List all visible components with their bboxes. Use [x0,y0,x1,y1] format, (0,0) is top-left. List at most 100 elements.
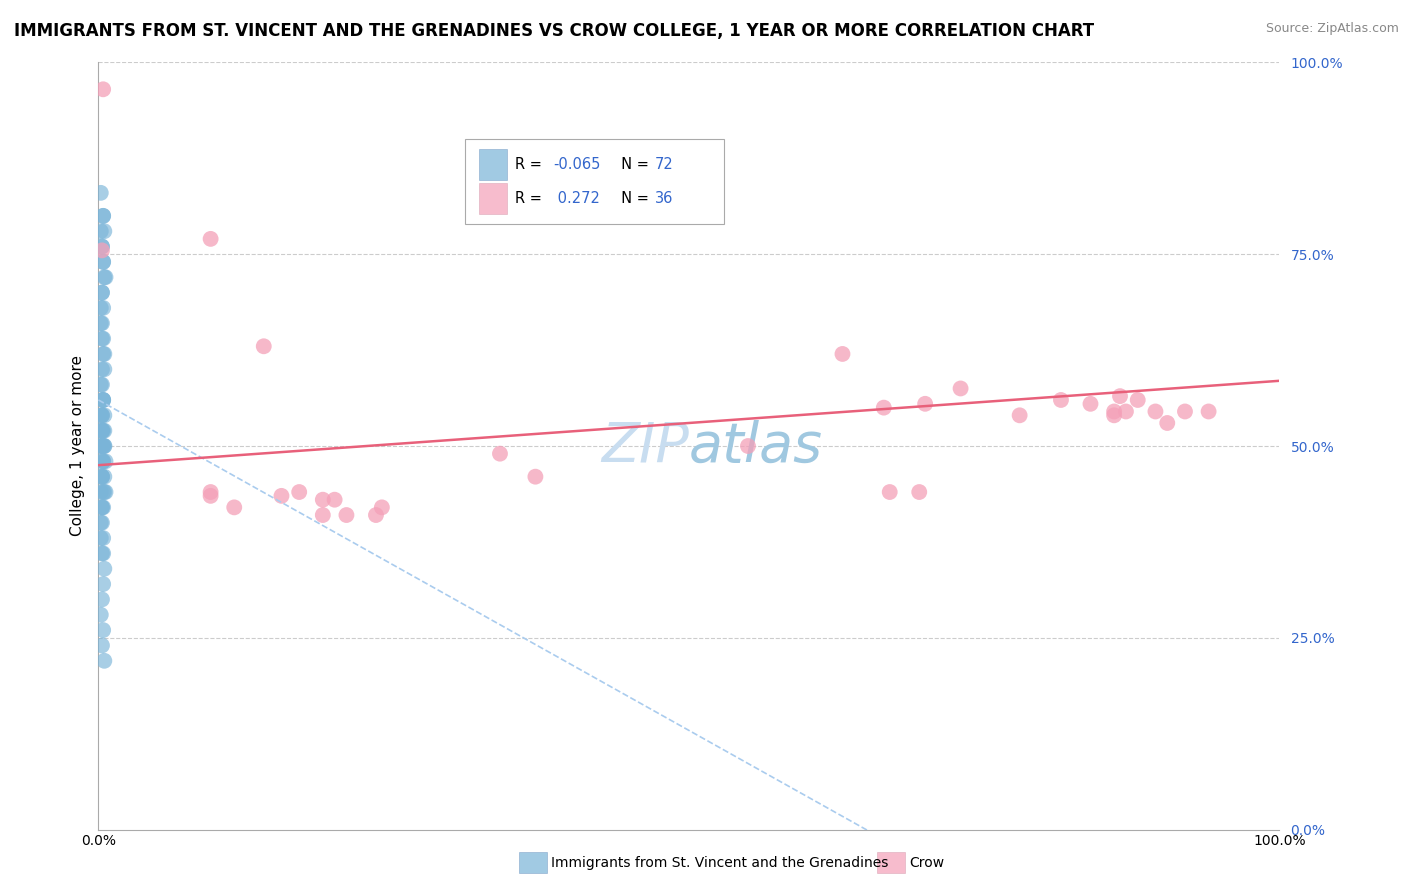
Point [1126,392,1149,407]
Point [1008,409,1031,423]
Point [91,639,114,653]
Point [90,516,112,530]
Point [91,439,114,453]
Point [253,339,276,353]
Text: Crow: Crow [910,855,945,870]
Point [323,492,346,507]
Point [91,409,114,423]
Y-axis label: College, 1 year or more: College, 1 year or more [69,356,84,536]
Text: 0.272: 0.272 [553,191,600,206]
Point [91,332,114,346]
Point [90,607,112,622]
Point [91,424,114,438]
Point [91,82,114,96]
Point [831,347,853,361]
Point [524,469,547,483]
Point [200,489,222,503]
Point [91,469,114,483]
Point [873,401,896,415]
Point [93,424,115,438]
Text: R =: R = [516,157,547,172]
Point [93,224,115,238]
Point [1144,404,1167,418]
Point [91,301,114,315]
Point [91,424,114,438]
Text: 72: 72 [655,157,673,172]
Point [91,409,114,423]
Point [91,332,114,346]
Point [1080,397,1102,411]
Point [1198,404,1220,418]
Point [94,454,117,468]
Point [364,508,387,522]
Point [91,546,114,560]
Point [94,270,117,285]
Point [91,469,114,483]
Point [90,439,112,453]
Point [224,500,246,515]
Point [93,562,115,576]
Point [91,516,114,530]
Point [91,623,114,637]
Text: ZIP: ZIP [602,419,689,473]
Point [93,347,115,361]
Point [91,392,114,407]
Point [1102,409,1125,423]
Text: atlas: atlas [689,419,823,473]
Point [914,397,936,411]
Point [1050,392,1073,407]
Point [91,392,114,407]
Point [91,439,114,453]
Point [879,485,901,500]
Point [1174,404,1197,418]
Point [90,316,112,330]
FancyBboxPatch shape [478,183,508,213]
Point [91,377,114,392]
Point [91,469,114,483]
Point [91,500,114,515]
Point [91,454,114,468]
Point [90,531,112,545]
Text: IMMIGRANTS FROM ST. VINCENT AND THE GRENADINES VS CROW COLLEGE, 1 YEAR OR MORE C: IMMIGRANTS FROM ST. VINCENT AND THE GREN… [14,22,1094,40]
Point [91,209,114,223]
Point [91,546,114,560]
Point [90,485,112,500]
Point [1102,404,1125,418]
Point [949,382,972,396]
Point [90,409,112,423]
Point [91,592,114,607]
Point [93,270,115,285]
Point [91,424,114,438]
Point [270,489,292,503]
Text: 36: 36 [655,191,673,206]
Point [91,577,114,591]
Point [335,508,357,522]
Point [91,485,114,500]
Point [93,654,115,668]
Point [93,485,115,500]
Point [489,447,512,461]
Text: -0.065: -0.065 [553,157,600,172]
Text: N =: N = [612,191,654,206]
Point [1115,404,1137,418]
Point [91,347,114,361]
Point [93,409,115,423]
FancyBboxPatch shape [478,149,508,180]
Point [90,377,112,392]
Point [93,439,115,453]
Point [371,500,394,515]
Point [91,255,114,269]
Point [91,239,114,253]
Point [737,439,759,453]
Point [91,424,114,438]
Point [91,244,114,258]
Point [91,500,114,515]
Text: Immigrants from St. Vincent and the Grenadines: Immigrants from St. Vincent and the Gren… [551,855,889,870]
FancyBboxPatch shape [464,139,724,224]
Point [91,362,114,376]
Point [908,485,931,500]
Point [93,439,115,453]
Point [91,439,114,453]
Point [91,454,114,468]
Point [91,285,114,300]
